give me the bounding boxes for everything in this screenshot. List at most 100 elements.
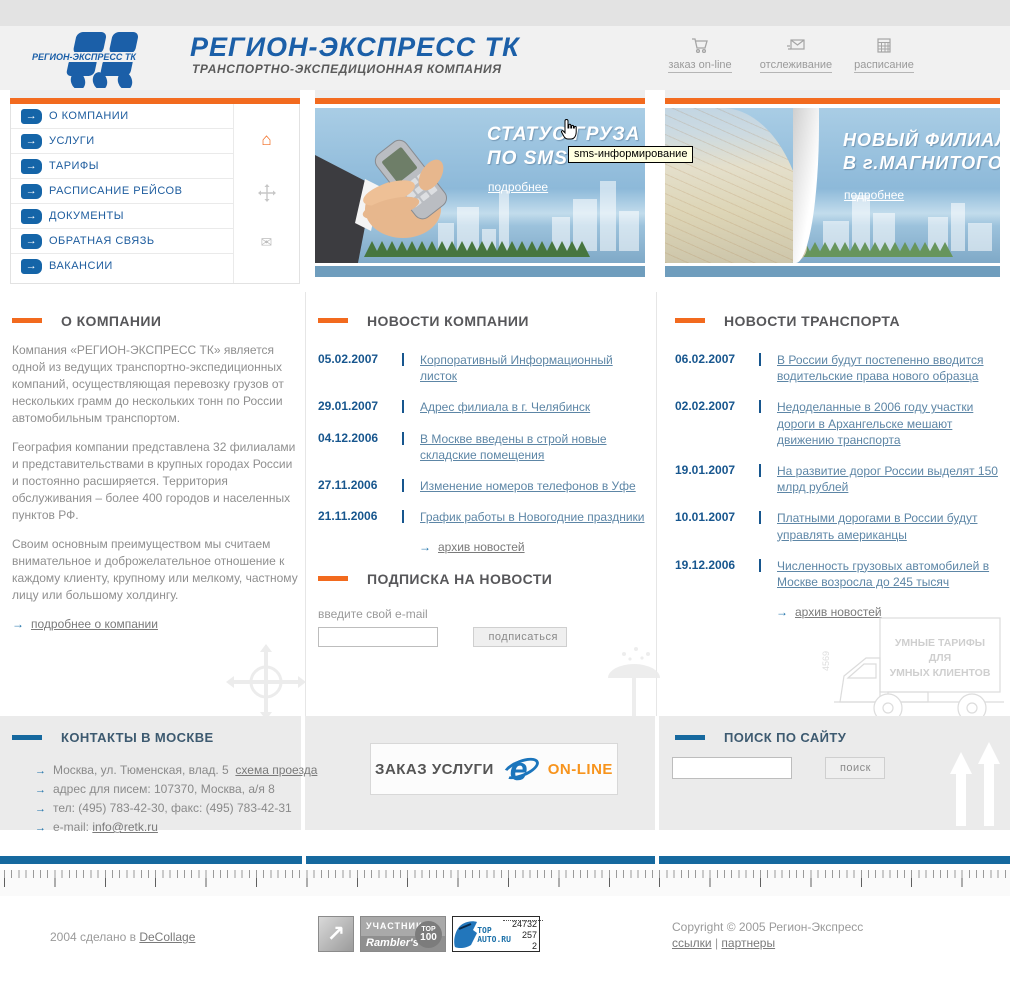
arrow-icon: → <box>776 605 788 620</box>
news-date: 10.01.2007 <box>675 510 736 525</box>
banner-branch-image: НОВЫЙ ФИЛИАЛ В г.МАГНИТОГОРСК подробнее <box>665 108 1000 263</box>
news-item: 21.11.2006 График работы в Новогодние пра… <box>318 509 650 525</box>
spylog-counter-badge[interactable]: ↗ <box>318 916 354 952</box>
up-arrow-decor <box>950 752 972 826</box>
truck-ad-drawing: 4569 УМНЫЕ ТАРИФЫ ДЛЯ УМНЫХ КЛИЕНТОВ <box>821 608 1010 730</box>
header: РЕГИОН-ЭКСПРЕСС ТК РЕГИОН-ЭКСПРЕСС ТК ТР… <box>0 26 1010 90</box>
decollage-link[interactable]: DeCollage <box>139 930 196 944</box>
cart-icon <box>655 38 745 56</box>
sidebar-icon-column: ⌂ ✉ <box>233 104 299 283</box>
contact-address: → Москва, ул. Тюменская, влад. 5 схема пр… <box>35 763 318 777</box>
subscribe-title: ПОДПИСКА НА НОВОСТИ <box>367 570 553 587</box>
news-item: 05.02.2007 Корпоративный Информационный л… <box>318 352 650 384</box>
tracking-envelope-icon <box>748 38 844 56</box>
email-link[interactable]: info@retk.ru <box>92 820 158 834</box>
news-date: 27.11.2006 <box>318 477 378 492</box>
date-separator <box>759 463 761 477</box>
sidebar-item-tariffs[interactable]: → ТАРИФЫ <box>11 154 234 179</box>
about-paragraph: География компании представлена 32 филиа… <box>12 440 296 523</box>
news-item: 29.01.2007 Адрес филиала в г. Челябинск <box>318 399 650 415</box>
banner-new-branch[interactable]: НОВЫЙ ФИЛИАЛ В г.МАГНИТОГОРСК подробнее <box>665 90 1000 277</box>
subscribe-section: ПОДПИСКА НА НОВОСТИ введите свой e-mail … <box>318 570 638 647</box>
car-icon <box>453 917 477 951</box>
about-paragraph: Своим основным преимуществом мы считаем … <box>12 537 298 603</box>
blue-bar <box>659 856 1010 864</box>
news-item: 19.12.2006 Численность грузовых автомобил… <box>675 558 1007 590</box>
site-search-section: ПОИСК ПО САЙТУ <box>675 729 995 747</box>
svg-text:РЕГИОН-ЭКСПРЕСС ТК: РЕГИОН-ЭКСПРЕСС ТК <box>32 52 137 62</box>
sidebar-item-about[interactable]: → О КОМПАНИИ <box>11 104 234 129</box>
news-link[interactable]: Изменение номеров телефонов в Уфе <box>420 478 636 493</box>
sidebar-item-services[interactable]: → УСЛУГИ <box>11 129 234 154</box>
home-icon[interactable]: ⌂ <box>261 130 272 149</box>
about-title: О КОМПАНИИ <box>61 312 162 329</box>
company-news-archive-link[interactable]: архив новостей <box>438 540 525 555</box>
news-item: 19.01.2007 На развитие дорог России выдел… <box>675 463 1007 495</box>
hand-cursor-icon <box>560 118 578 146</box>
section-dash <box>675 318 705 324</box>
section-dash <box>318 318 348 324</box>
rambler-top100-badge[interactable]: УЧАСТНИК Rambler's TOP 100 <box>360 916 446 952</box>
news-item: 06.02.2007 В России будут постепенно ввод… <box>675 352 1007 384</box>
search-input[interactable] <box>672 757 792 779</box>
date-separator <box>402 478 404 492</box>
sidebar-item-feedback[interactable]: → ОБРАТНАЯ СВЯЗЬ <box>11 229 234 254</box>
menu-arrow-icon: → <box>21 184 42 199</box>
tooltip: sms-информирование <box>568 146 694 163</box>
email-label: введите свой e-mail <box>318 607 428 621</box>
blue-bar <box>0 856 302 864</box>
news-date: 05.02.2007 <box>318 352 379 366</box>
date-separator <box>759 353 761 366</box>
news-link[interactable]: Платными дорогами в России будут управля… <box>777 511 978 542</box>
partners-link[interactable]: партнеры <box>721 936 776 950</box>
news-link[interactable]: В Москве введены в строй новые складские… <box>420 431 607 462</box>
date-separator <box>402 510 404 524</box>
news-link[interactable]: В России будут постепенно вводится водит… <box>777 353 984 384</box>
menu-arrow-icon: → <box>21 134 42 149</box>
banner-footer-bar <box>665 266 1000 277</box>
news-link[interactable]: Корпоративный Информационный листок <box>420 353 613 384</box>
subscribe-button[interactable]: подписаться <box>473 627 568 647</box>
truck-logo-icon: РЕГИОН-ЭКСПРЕСС ТК <box>32 32 139 90</box>
search-title: ПОИСК ПО САЙТУ <box>724 730 847 746</box>
news-link[interactable]: График работы в Новогодние праздники <box>420 510 645 525</box>
quicklink-tracking[interactable]: отслеживание <box>748 38 844 73</box>
sidebar-item-schedule[interactable]: → РАСПИСАНИЕ РЕЙСОВ <box>11 179 234 204</box>
quicklink-schedule[interactable]: расписание <box>846 38 922 73</box>
banner-orange-bar <box>665 98 1000 104</box>
contact-email: → e-mail: info@retk.ru <box>35 820 158 834</box>
envelope-icon[interactable]: ✉ <box>260 234 273 250</box>
footer-links: ссылки | партнеры <box>672 936 776 950</box>
news-link[interactable]: Численность грузовых автомобилей в Москв… <box>777 558 990 589</box>
date-separator <box>759 400 761 414</box>
banner-sms-more-link[interactable]: подробнее <box>488 180 549 194</box>
news-link[interactable]: На развитие дорог России выделят 150 млр… <box>777 463 998 495</box>
auto-ru-counter-badge[interactable]: TOP AUTO.RU 24732 257 2 <box>452 916 544 952</box>
banner-sms-status[interactable]: СТАТУС ГРУЗА ПО SMS подробнее <box>315 90 645 277</box>
move-icon <box>234 184 299 207</box>
news-item: 04.12.2006 В Москве введены в строй новые… <box>318 431 650 463</box>
banner-branch-more-link[interactable]: подробнее <box>844 188 905 202</box>
arrow-icon: → <box>12 617 24 632</box>
menu-arrow-icon: → <box>21 109 42 124</box>
route-map-link[interactable]: схема проезда <box>235 763 318 777</box>
email-field[interactable] <box>318 627 438 647</box>
news-link[interactable]: Недоделанные в 2006 году участки дороги … <box>777 400 974 447</box>
sidebar-item-documents[interactable]: → ДОКУМЕНТЫ <box>11 204 234 229</box>
contacts-title: КОНТАКТЫ В МОСКВЕ <box>61 730 214 746</box>
transport-news-archive-link[interactable]: архив новостей <box>795 605 882 620</box>
company-logo[interactable]: РЕГИОН-ЭКСПРЕСС ТК <box>30 28 165 90</box>
order-service-online-button[interactable]: ЗАКАЗ УСЛУГИ e ON-LINE <box>370 743 618 795</box>
svg-text:УМНЫХ КЛИЕНТОВ: УМНЫХ КЛИЕНТОВ <box>890 667 991 679</box>
about-more-link[interactable]: подробнее о компании <box>31 617 158 632</box>
quicklink-order-online[interactable]: заказ on-line <box>655 38 745 73</box>
links-link[interactable]: ссылки <box>672 936 712 950</box>
news-link[interactable]: Адрес филиала в г. Челябинск <box>420 400 591 415</box>
search-button[interactable]: поиск <box>825 757 886 779</box>
top100-circle: TOP 100 <box>415 921 442 948</box>
contacts-section: КОНТАКТЫ В МОСКВЕ → Москва, ул. Тюменская… <box>12 729 318 837</box>
sidebar-item-vacancies[interactable]: → ВАКАНСИИ <box>11 254 234 279</box>
ruler-decor <box>0 870 1010 896</box>
menu-orange-bar <box>10 98 300 104</box>
